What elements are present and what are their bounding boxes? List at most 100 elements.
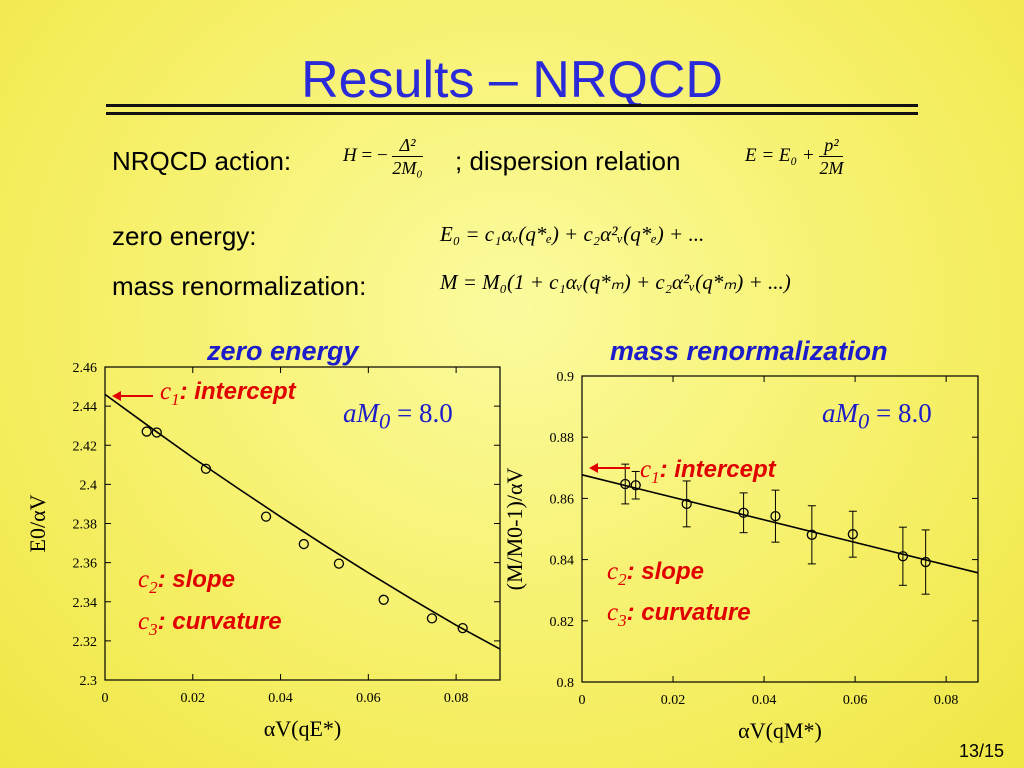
action-fraction: Δ² 2M₀ [392,134,423,179]
chart2-data-point [770,510,781,522]
chart1-c3-text: : curvature [157,608,282,635]
chart1-am0-sub: 0 [379,408,391,434]
action-lhs: H [343,144,357,166]
chart1-ytick-label: 2.36 [73,557,98,572]
dispersion-denominator: 2M [819,158,844,178]
chart2-data-point [806,529,818,540]
chart2-c2-annotation: c2: slope [607,558,704,590]
chart2-am0-var: aM [822,398,858,428]
page-number: 13/15 [958,741,1004,761]
chart1-data-point [298,538,309,550]
chart1-data-point [260,511,272,522]
chart2-plot-frame [581,375,979,683]
chart2-c1-annotation: c1: intercept [640,456,776,488]
chart2-c2-text: : slope [626,558,704,585]
chart2-ytick-label: 0.9 [557,370,575,385]
chart2-c1-text: : intercept [659,456,776,483]
chart2-ytick-label: 0.86 [550,492,575,507]
chart2-ytick-label: 0.88 [550,431,575,446]
chart2-am0-sub: 0 [858,408,870,434]
slide-title: Results – NRQCD [301,51,723,109]
chart2-title: mass renormalization [610,336,888,366]
chart1-c3-var: c [138,608,150,635]
chart2-data-point [620,478,631,490]
chart2-c3-sub: 3 [618,610,627,630]
chart1-fit-line [104,393,501,650]
chart2-c1-sub: 1 [651,467,660,487]
chart1-ytick-label: 2.44 [73,400,98,415]
chart2-xtick-label: 0.08 [934,693,959,708]
mass-renorm-label: mass renormalization: [112,271,367,301]
chart2-xtick-label: 0.04 [752,693,777,708]
chart2-data-point [920,556,931,568]
chart2-ytick-label: 0.82 [550,615,575,630]
chart1-c3-sub: 3 [149,619,158,639]
chart2-c3-annotation: c3: curvature [607,599,751,631]
action-numerator: Δ² [392,134,423,157]
chart1-c2-sub: 2 [149,577,158,597]
chart1-xtick-label: 0 [102,691,109,706]
chart2-xlabel: αV(qM*) [738,718,822,743]
chart1-c2-annotation: c2: slope [138,566,235,598]
chart1-data-point [200,463,212,474]
title-rule-top [106,104,918,107]
chart1-xtick-label: 0.08 [444,691,469,706]
chart2-c2-sub: 2 [618,569,627,589]
chart1-xtick-label: 0.02 [181,691,206,706]
chart1-ytick-label: 2.3 [80,674,98,689]
chart2-c3-var: c [607,599,619,626]
dispersion-numerator: p² [819,134,844,157]
dispersion-equation: E = E₀ + p² 2M [745,134,844,179]
chart1-ytick-label: 2.4 [80,478,98,493]
chart2-c2-var: c [607,558,619,585]
chart1-c3-annotation: c3: curvature [138,608,282,640]
chart2-intercept-arrowhead [589,463,598,473]
chart1-data-point [426,613,438,624]
chart1-am0-var: aM [343,398,379,428]
chart1-xtick-label: 0.06 [356,691,381,706]
chart1-ytick-label: 2.32 [73,635,98,650]
chart1-ytick-label: 2.46 [73,361,98,376]
chart2-xtick-label: 0.06 [843,693,868,708]
chart2-data-point [897,551,909,562]
action-label: NRQCD action: [112,146,292,176]
chart1-c2-var: c [138,566,150,593]
chart1-data-point [378,594,389,605]
chart1-title: zero energy [207,336,359,366]
dispersion-lhs: E = E₀ + [745,144,815,166]
chart1-ytick-label: 2.42 [73,439,98,454]
chart2-data-point [847,529,858,540]
chart1-ytick-label: 2.34 [73,596,98,611]
dispersion-label: ; dispersion relation [455,146,681,176]
mass-renorm-equation: M = M₀(1 + c₁αᵥ(q*ₘ) + c₂α²ᵥ(q*ₘ) + ...) [440,270,791,294]
chart1-data-point [333,558,345,569]
zero-energy-label: zero energy: [112,221,257,251]
chart2-xtick-label: 0.02 [661,693,686,708]
action-equation: H = − Δ² 2M₀ [343,134,423,179]
chart1-ylabel: E0/αV [25,494,50,552]
chart1-c1-var: c [160,378,172,405]
chart2-c3-text: : curvature [626,599,751,626]
chart1-data-point [141,426,152,437]
chart1-c1-sub: 1 [171,389,180,409]
dispersion-fraction: p² 2M [819,134,844,179]
chart1-ytick-label: 2.38 [73,518,98,533]
chart1-c1-text: : intercept [179,378,296,405]
chart2-xtick-label: 0 [579,693,586,708]
chart2-c1-var: c [640,456,652,483]
chart1-xtick-label: 0.04 [268,691,293,706]
chart2-data-point [681,498,692,510]
chart2-ytick-label: 0.8 [557,676,575,691]
chart2-data-point [630,480,641,491]
chart1-data-point [151,427,162,438]
chart1-c2-text: : slope [157,566,235,593]
chart1-xlabel: αV(qE*) [264,716,342,741]
chart1-data-point [457,623,468,634]
chart1-am0-value: = 8.0 [390,398,453,428]
chart2-ylabel: (M/M0-1)/αV [502,468,527,591]
chart2-fit-line [581,474,979,574]
action-rhs-prefix: = − [361,144,388,166]
title-rule-bottom [106,112,918,115]
chart1-intercept-arrowhead [112,391,121,401]
chart2-data-point [738,507,749,518]
